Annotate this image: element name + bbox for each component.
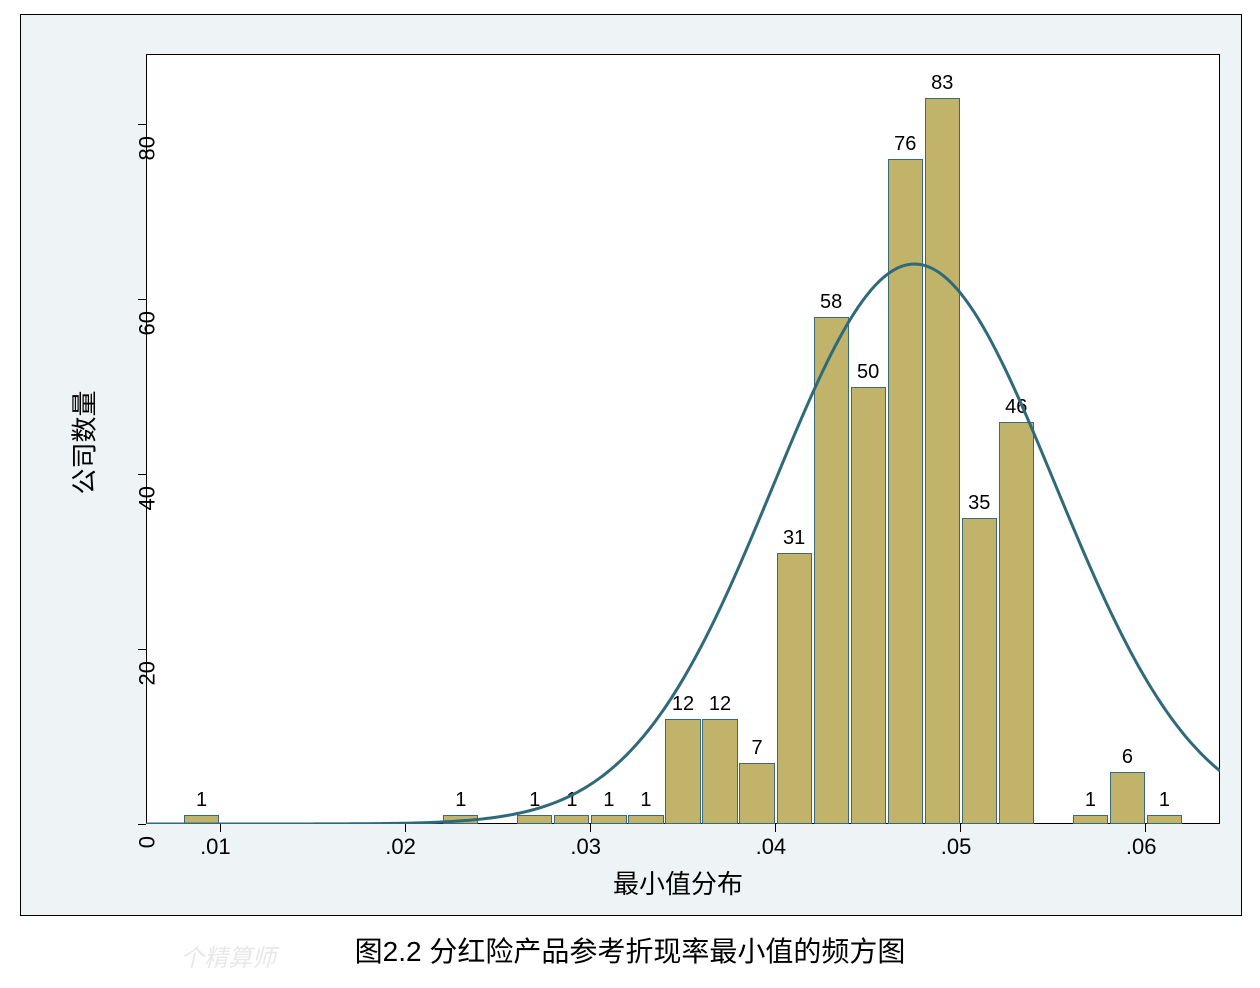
x-tick (960, 824, 961, 832)
x-tick-label: .04 (756, 834, 787, 860)
histogram-bar (777, 553, 812, 824)
y-tick-label: 0 (134, 836, 160, 848)
bar-value-label: 12 (709, 693, 731, 716)
y-tick (138, 124, 146, 125)
histogram-bar (962, 518, 997, 824)
bar-value-label: 35 (968, 492, 990, 515)
x-tick-label: .02 (385, 834, 416, 860)
histogram-bar (554, 815, 589, 824)
bar-value-label: 1 (1085, 789, 1096, 812)
histogram-bar (443, 815, 478, 824)
bar-value-label: 1 (455, 789, 466, 812)
bar-value-label: 1 (196, 789, 207, 812)
bar-value-label: 1 (603, 789, 614, 812)
x-tick-label: .06 (1126, 834, 1157, 860)
histogram-bar (517, 815, 552, 824)
y-tick (138, 474, 146, 475)
bar-value-label: 83 (931, 72, 953, 95)
x-axis-title: 最小值分布 (613, 864, 743, 901)
x-tick (405, 824, 406, 832)
histogram-bar (999, 422, 1034, 825)
bar-value-label: 31 (783, 527, 805, 550)
y-tick-label: 80 (134, 136, 160, 160)
x-tick (1145, 824, 1146, 832)
bar-value-label: 1 (529, 789, 540, 812)
histogram-bar (1110, 772, 1145, 825)
y-tick-label: 20 (134, 661, 160, 685)
histogram-bar (702, 719, 737, 824)
y-tick-label: 40 (134, 486, 160, 510)
histogram-bar (628, 815, 663, 824)
x-tick-label: .05 (941, 834, 972, 860)
x-tick-label: .01 (200, 834, 231, 860)
bar-value-label: 1 (1159, 789, 1170, 812)
y-tick (138, 824, 146, 825)
bar-value-label: 46 (1005, 396, 1027, 419)
bar-value-label: 6 (1122, 746, 1133, 769)
y-tick (138, 299, 146, 300)
histogram-bar (739, 763, 774, 824)
x-tick-label: .03 (570, 834, 601, 860)
histogram-bar (591, 815, 626, 824)
bar-value-label: 58 (820, 291, 842, 314)
histogram-bar (1073, 815, 1108, 824)
x-tick (220, 824, 221, 832)
histogram-bar (851, 387, 886, 825)
histogram-bar (925, 98, 960, 824)
y-tick-label: 60 (134, 311, 160, 335)
histogram-bar (1147, 815, 1182, 824)
bar-value-label: 1 (640, 789, 651, 812)
histogram-bar (814, 317, 849, 825)
bar-value-label: 76 (894, 133, 916, 156)
y-axis-title: 公司数量 (65, 390, 102, 494)
bar-value-label: 50 (857, 361, 879, 384)
y-tick (138, 649, 146, 650)
bar-value-label: 7 (752, 737, 763, 760)
bar-value-label: 12 (672, 693, 694, 716)
x-tick (590, 824, 591, 832)
bar-value-label: 1 (566, 789, 577, 812)
x-tick (775, 824, 776, 832)
histogram-bar (665, 719, 700, 824)
histogram-bar (888, 159, 923, 824)
figure-caption: 图2.2 分红险产品参考折现率最小值的频方图 (0, 930, 1260, 970)
histogram-bar (184, 815, 219, 824)
